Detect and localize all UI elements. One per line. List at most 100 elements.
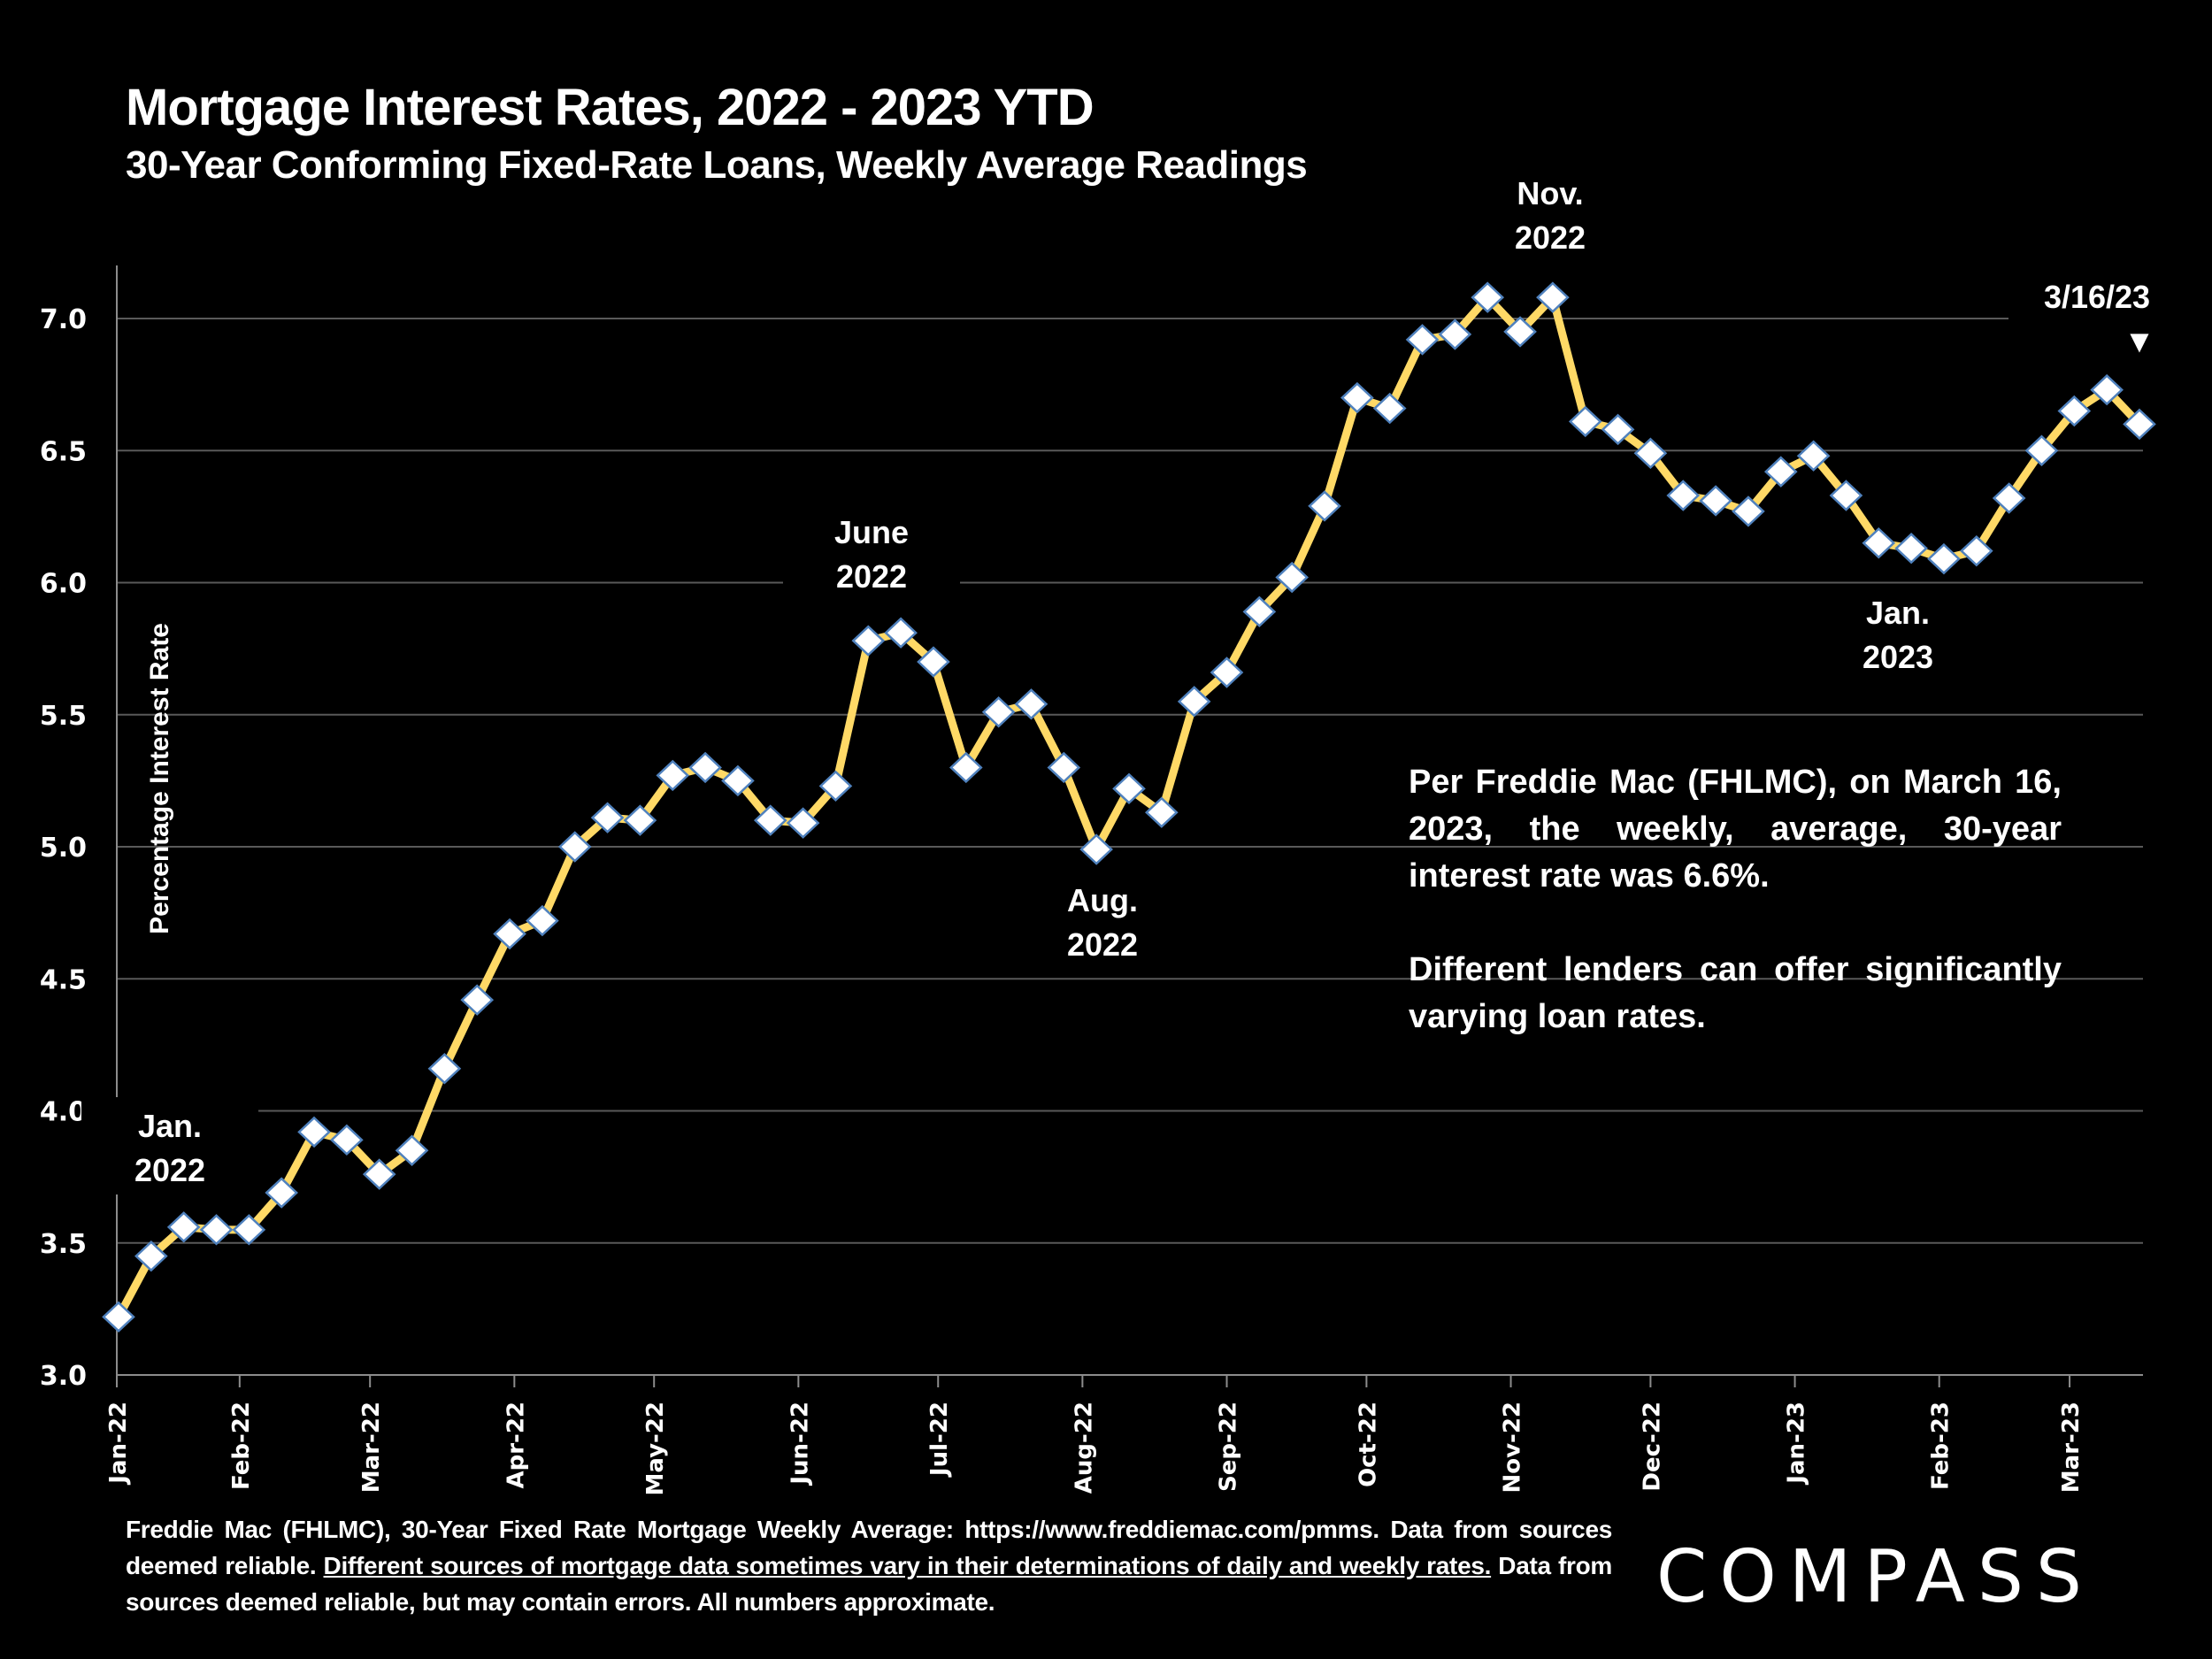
- x-tick-label: Mar-23: [2058, 1402, 2085, 1493]
- series-markers: [102, 281, 2156, 1333]
- data-point-marker: [265, 1177, 299, 1209]
- footnote-underlined: Different sources of mortgage data somet…: [323, 1552, 1492, 1579]
- data-point-marker: [721, 764, 755, 797]
- y-axis-label: Percentage Interest Rate: [145, 623, 174, 934]
- annotation-bg: [81, 1097, 258, 1194]
- data-point-marker: [1699, 485, 1732, 517]
- data-point-marker: [2057, 395, 2092, 427]
- x-tick-label: Feb-22: [228, 1402, 255, 1490]
- y-tick-label: 5.5: [40, 701, 87, 732]
- data-point-marker: [1112, 772, 1146, 805]
- annotation-text: 2022: [134, 1152, 205, 1188]
- note-paragraph-1: Per Freddie Mac (FHLMC), on March 16, 20…: [1409, 764, 2062, 895]
- annotation-bg: [783, 503, 960, 601]
- data-point-marker: [1536, 281, 1570, 313]
- chart-subtitle: 30-Year Conforming Fixed-Rate Loans, Wee…: [126, 143, 1308, 187]
- data-point-marker: [1275, 561, 1310, 594]
- data-point-marker: [1340, 381, 1374, 414]
- data-point-marker: [1992, 482, 2026, 514]
- x-tick-label: Jan-23: [1784, 1402, 1810, 1486]
- data-point-marker: [1732, 495, 1765, 527]
- annotation-bg: [1462, 165, 1639, 262]
- annotation-text: 2022: [1515, 219, 1586, 256]
- data-point-marker: [2090, 373, 2124, 406]
- data-point-marker: [166, 1211, 201, 1243]
- data-point-marker: [1829, 480, 1863, 511]
- data-point-marker: [557, 831, 592, 863]
- y-tick-label: 3.5: [40, 1229, 87, 1260]
- data-point-marker: [1601, 413, 1635, 446]
- data-point-marker: [949, 751, 983, 784]
- data-point-marker: [981, 696, 1016, 728]
- data-point-marker: [297, 1116, 331, 1148]
- data-point-marker: [1796, 440, 1831, 472]
- y-tick-label: 7.0: [40, 304, 87, 335]
- data-point-marker: [460, 984, 495, 1016]
- annotation-label: 3/16/23 ▼: [2008, 268, 2185, 365]
- data-point-marker: [623, 804, 657, 836]
- x-tick-label: Aug-22: [1071, 1402, 1097, 1494]
- x-tick-label: Jul-22: [926, 1402, 953, 1478]
- data-point-marker: [1242, 595, 1277, 628]
- data-point-marker: [2123, 408, 2156, 441]
- data-point-marker: [2024, 434, 2059, 466]
- x-tick-label: Oct-22: [1355, 1402, 1381, 1487]
- annotation-label: Nov. 2022: [1462, 165, 1639, 262]
- annotation-label: Jan. 2023: [1809, 584, 1986, 681]
- x-tick-label: May-22: [642, 1402, 669, 1496]
- source-footnote: Freddie Mac (FHLMC), 30-Year Fixed Rate …: [126, 1511, 1612, 1620]
- data-point-marker: [656, 759, 690, 792]
- x-tick-label: Apr-22: [503, 1402, 529, 1489]
- data-point-marker: [1503, 316, 1537, 348]
- data-point-marker: [395, 1134, 429, 1166]
- annotation-text: Nov.: [1517, 175, 1583, 211]
- data-point-marker: [526, 904, 559, 937]
- annotation-text: Jan.: [138, 1108, 202, 1144]
- data-point-marker: [1438, 319, 1472, 350]
- data-point-marker: [917, 646, 950, 678]
- data-point-marker: [1927, 542, 1961, 575]
- data-point-marker: [362, 1158, 396, 1190]
- data-point-marker: [1308, 490, 1341, 522]
- data-point-marker: [1145, 796, 1179, 828]
- data-point-marker: [199, 1214, 234, 1246]
- annotations: Jan. 2022 June 2022 Aug. 2022 Nov. 2022 Jan. 2023…: [81, 165, 2185, 1194]
- annotation-label: June 2022: [783, 503, 960, 601]
- annotation-bg: [1014, 872, 1191, 969]
- data-point-marker: [134, 1240, 168, 1272]
- footnote-part-2: Data from sources deemed reliable, but m…: [126, 1552, 1612, 1616]
- data-point-marker: [1405, 324, 1440, 356]
- down-arrow-icon: ▼: [2124, 323, 2155, 359]
- data-point-marker: [427, 1053, 462, 1085]
- x-tick-labels: Jan-22 Feb-22 Mar-22 Apr-22 May-22 Jun-22 Jul-…: [105, 1402, 2085, 1496]
- data-point-marker: [688, 751, 722, 784]
- x-tick-label: Jun-22: [787, 1402, 813, 1486]
- chart-title: Mortgage Interest Rates, 2022 - 2023 YTD: [126, 79, 1094, 136]
- footnote-part-1: Freddie Mac (FHLMC), 30-Year Fixed Rate …: [126, 1516, 1612, 1579]
- y-tick-label: 4.5: [40, 964, 87, 995]
- rate-note: Per Freddie Mac (FHLMC), on March 16, 20…: [1409, 759, 2062, 1041]
- note-paragraph-2: Different lenders can offer significantl…: [1409, 951, 2062, 1035]
- data-point-marker: [786, 807, 820, 839]
- data-point-marker: [851, 625, 886, 657]
- data-point-marker: [1177, 686, 1211, 718]
- data-point-marker: [493, 918, 526, 950]
- data-point-marker: [590, 802, 625, 833]
- y-tick-label: 6.5: [40, 436, 87, 467]
- annotation-text: Aug.: [1067, 882, 1138, 918]
- data-point-marker: [102, 1301, 135, 1333]
- y-tick-label: 4.0: [40, 1097, 87, 1128]
- y-tick-label: 6.0: [40, 569, 87, 600]
- annotation-text: 2022: [1067, 926, 1138, 963]
- annotation-label: Jan. 2022: [81, 1097, 258, 1194]
- data-point-marker: [232, 1214, 266, 1246]
- data-point-marker: [818, 770, 853, 803]
- x-tick-label: Mar-22: [358, 1402, 385, 1493]
- y-tick-labels: 3.0 3.5 4.0 4.5 5.0 5.5 6.0 6.5 7.0: [40, 304, 87, 1392]
- annotation-bg: [1809, 584, 1986, 681]
- data-point-marker: [1210, 657, 1244, 688]
- data-point-marker: [1959, 534, 1993, 567]
- y-tick-label: 3.0: [40, 1361, 87, 1392]
- x-tick-label: Jan-22: [105, 1402, 132, 1486]
- data-point-marker: [1568, 405, 1602, 438]
